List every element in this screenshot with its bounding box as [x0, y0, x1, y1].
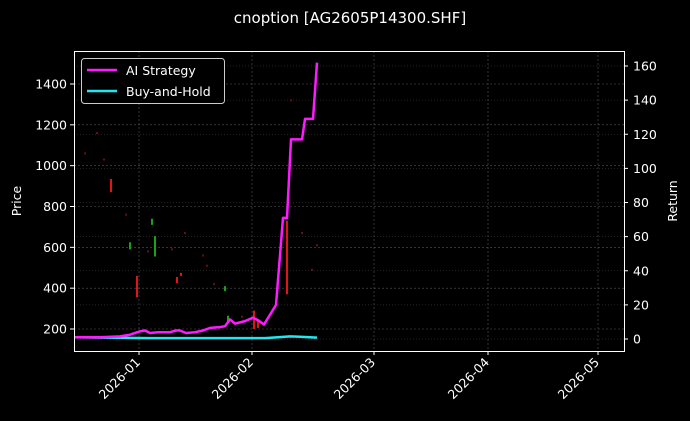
line-ai-strategy [74, 62, 319, 339]
candle [286, 220, 288, 295]
legend-label-buy-and-hold: Buy-and-Hold [126, 84, 211, 99]
legend-label-ai-strategy: AI Strategy [126, 63, 196, 78]
candle-doji [184, 232, 186, 235]
candle-doji [147, 250, 149, 253]
candle-doji [171, 248, 173, 251]
candle [151, 218, 153, 225]
y-tick-label-right: 80 [633, 195, 649, 210]
y-axis-left-label: Price [9, 185, 24, 216]
legend-box [81, 58, 225, 104]
candle-doji [213, 283, 215, 286]
candle [257, 320, 259, 328]
candle [227, 315, 229, 322]
y-tick-label-left: 200 [43, 322, 67, 337]
candle [129, 242, 131, 250]
candlesticks [84, 99, 318, 329]
candle [136, 275, 138, 298]
candle [180, 272, 182, 276]
y-tick-label-left: 1000 [35, 158, 67, 173]
y-tick-label-right: 40 [633, 263, 649, 278]
series-lines [73, 62, 319, 340]
candle [253, 310, 255, 329]
y-tick-label-right: 120 [633, 127, 657, 142]
y-tick-label-left: 1200 [35, 117, 67, 132]
candle-doji [202, 254, 204, 257]
chart-title: cnoption [AG2605P14300.SHF] [234, 9, 466, 27]
candle-doji [125, 213, 127, 216]
candle-doji [241, 315, 243, 318]
y-tick-label-right: 0 [633, 332, 641, 347]
y-tick-label-left: 600 [43, 240, 67, 255]
plot-frame [74, 51, 625, 352]
candle [154, 236, 156, 257]
y-axis-right-label: Return [665, 180, 680, 221]
candle [224, 286, 226, 292]
candle-doji [301, 232, 303, 235]
y-tick-label-right: 60 [633, 229, 649, 244]
candle-doji [311, 268, 313, 271]
y-tick-label-right: 160 [633, 59, 657, 74]
y-tick-label-right: 20 [633, 297, 649, 312]
legend: AI Strategy Buy-and-Hold [81, 58, 225, 104]
candle-doji [290, 99, 292, 102]
candle-doji [103, 158, 105, 161]
candle-doji [206, 264, 208, 267]
y-tick-label-left: 800 [43, 199, 67, 214]
y-axis-left: 200 400 600 800 1000 1200 1400 [35, 77, 74, 337]
candle-doji [316, 244, 318, 247]
y-axis-right: 0 20 40 60 80 100 120 140 160 [624, 59, 657, 347]
line-buy-and-hold [73, 335, 318, 340]
candle-doji [84, 152, 86, 155]
y-tick-label-right: 100 [633, 161, 657, 176]
candle-doji [96, 132, 98, 134]
y-tick-label-left: 400 [43, 281, 67, 296]
candle [176, 276, 178, 284]
y-tick-label-left: 1400 [35, 77, 67, 92]
candle [110, 178, 112, 193]
y-tick-label-right: 140 [633, 93, 657, 108]
